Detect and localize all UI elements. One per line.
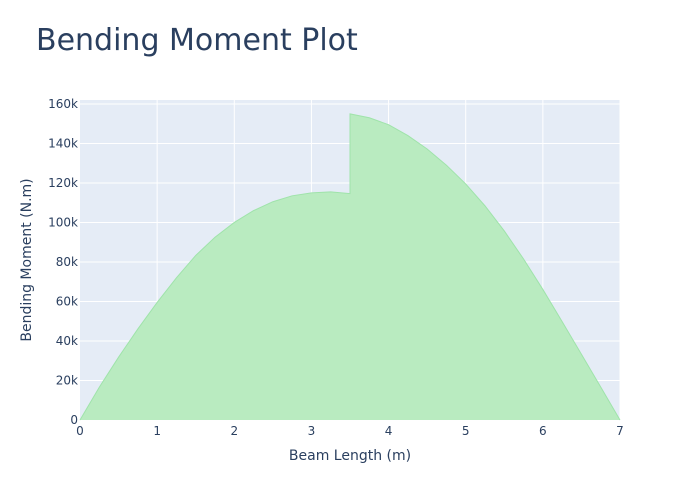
x-tick-label: 2 — [230, 424, 238, 438]
chart-title: Bending Moment Plot — [36, 23, 358, 58]
area-line — [79, 113, 621, 421]
x-tick-label: 6 — [539, 424, 547, 438]
y-tick-label: 140k — [48, 136, 78, 150]
x-axis-ticks: 0 1 2 3 4 5 6 7 — [76, 424, 624, 438]
y-tick-label: 100k — [48, 215, 78, 229]
x-tick-label: 3 — [308, 424, 316, 438]
y-axis-ticks: 0 20k 40k 60k 80k 100k 120k 140k 160k — [48, 97, 78, 427]
area-fill — [80, 113, 620, 421]
y-tick-label: 60k — [56, 294, 78, 308]
x-tick-label: 1 — [153, 424, 161, 438]
y-tick-label: 120k — [48, 176, 78, 190]
x-axis-title: Beam Length (m) — [289, 448, 411, 464]
y-tick-label: 160k — [48, 97, 78, 111]
y-tick-label: 40k — [56, 334, 78, 348]
x-tick-label: 5 — [462, 424, 470, 438]
x-tick-label: 7 — [616, 424, 624, 438]
x-tick-label: 0 — [76, 424, 84, 438]
area-series — [79, 113, 621, 421]
y-tick-label: 0 — [70, 413, 78, 427]
y-tick-label: 20k — [56, 373, 78, 387]
y-axis-title: Bending Moment (N.m) — [19, 178, 35, 341]
x-tick-label: 4 — [385, 424, 393, 438]
y-tick-label: 80k — [56, 255, 78, 269]
